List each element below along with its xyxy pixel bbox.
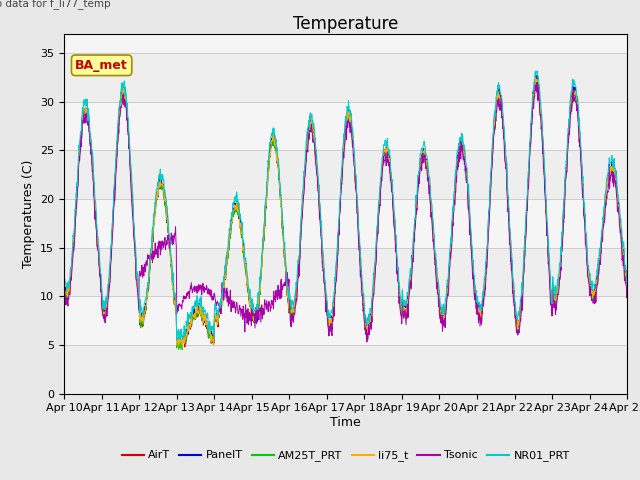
NR01_PRT: [533, 68, 541, 74]
li75_t: [532, 74, 540, 80]
PanelT: [533, 72, 541, 78]
AM25T_PRT: [533, 76, 541, 82]
Line: li75_t: li75_t: [64, 77, 627, 348]
AM25T_PRT: [186, 324, 193, 329]
li75_t: [433, 276, 441, 281]
NR01_PRT: [173, 337, 180, 343]
NR01_PRT: [249, 307, 257, 312]
AM25T_PRT: [507, 250, 515, 255]
Legend: AirT, PanelT, AM25T_PRT, li75_t, Tsonic, NR01_PRT: AirT, PanelT, AM25T_PRT, li75_t, Tsonic,…: [117, 446, 574, 466]
Line: NR01_PRT: NR01_PRT: [64, 71, 627, 340]
AM25T_PRT: [172, 307, 179, 312]
PanelT: [175, 343, 182, 349]
Bar: [64, 53, 627, 102]
li75_t: [507, 248, 515, 253]
Tsonic: [623, 289, 631, 295]
PanelT: [557, 258, 565, 264]
AM25T_PRT: [433, 282, 441, 288]
NR01_PRT: [60, 264, 68, 270]
Line: AirT: AirT: [64, 80, 627, 347]
AirT: [181, 344, 189, 350]
AirT: [557, 259, 565, 264]
AirT: [172, 304, 179, 310]
PanelT: [60, 269, 68, 275]
PanelT: [433, 279, 441, 285]
Tsonic: [363, 339, 371, 345]
Tsonic: [533, 79, 541, 85]
li75_t: [623, 284, 631, 290]
li75_t: [179, 345, 186, 351]
Text: No data for f_li77_temp: No data for f_li77_temp: [0, 0, 110, 9]
li75_t: [60, 274, 68, 279]
AM25T_PRT: [557, 259, 565, 264]
AirT: [186, 322, 193, 328]
NR01_PRT: [623, 280, 631, 286]
AM25T_PRT: [175, 347, 182, 352]
Bar: [64, 248, 627, 296]
Title: Temperature: Temperature: [293, 15, 398, 34]
X-axis label: Time: Time: [330, 416, 361, 429]
AirT: [433, 282, 441, 288]
Tsonic: [557, 267, 565, 273]
AirT: [623, 289, 631, 295]
li75_t: [172, 301, 179, 307]
Bar: [64, 150, 627, 199]
Tsonic: [507, 255, 515, 261]
NR01_PRT: [186, 312, 193, 318]
Tsonic: [172, 224, 179, 229]
Y-axis label: Temperatures (C): Temperatures (C): [22, 159, 35, 268]
AM25T_PRT: [249, 316, 257, 322]
NR01_PRT: [172, 294, 179, 300]
AM25T_PRT: [623, 288, 631, 294]
Line: PanelT: PanelT: [64, 75, 627, 346]
Tsonic: [248, 312, 256, 318]
AirT: [249, 318, 257, 324]
NR01_PRT: [433, 275, 441, 281]
AirT: [507, 249, 515, 254]
AM25T_PRT: [60, 277, 68, 283]
Bar: [64, 345, 627, 394]
Tsonic: [186, 296, 193, 301]
Line: AM25T_PRT: AM25T_PRT: [64, 79, 627, 349]
Tsonic: [433, 288, 441, 294]
NR01_PRT: [507, 237, 515, 243]
PanelT: [507, 244, 515, 250]
PanelT: [249, 309, 257, 315]
li75_t: [186, 321, 193, 327]
Line: Tsonic: Tsonic: [64, 82, 627, 342]
NR01_PRT: [557, 252, 565, 257]
Text: BA_met: BA_met: [76, 59, 128, 72]
li75_t: [557, 256, 565, 262]
Tsonic: [60, 284, 68, 290]
PanelT: [172, 302, 179, 308]
li75_t: [249, 312, 257, 318]
PanelT: [623, 283, 631, 288]
AirT: [60, 282, 68, 288]
PanelT: [186, 322, 193, 327]
AirT: [533, 77, 541, 83]
